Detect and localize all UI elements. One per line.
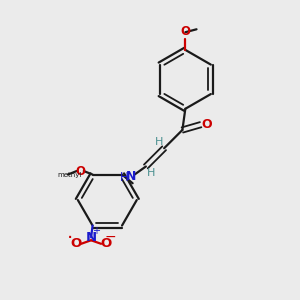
Text: O: O xyxy=(75,164,85,178)
Text: O: O xyxy=(180,25,190,38)
Text: H: H xyxy=(154,137,163,147)
Text: O: O xyxy=(70,237,81,250)
Text: O: O xyxy=(101,237,112,250)
Text: N: N xyxy=(126,170,136,183)
Text: H: H xyxy=(147,168,155,178)
Text: −: − xyxy=(105,230,117,244)
Text: +: + xyxy=(92,226,101,236)
Text: H: H xyxy=(119,171,128,184)
Text: O: O xyxy=(202,118,212,130)
Text: methyl: methyl xyxy=(58,172,82,178)
Text: ·: · xyxy=(68,229,74,248)
Text: N: N xyxy=(85,231,97,244)
